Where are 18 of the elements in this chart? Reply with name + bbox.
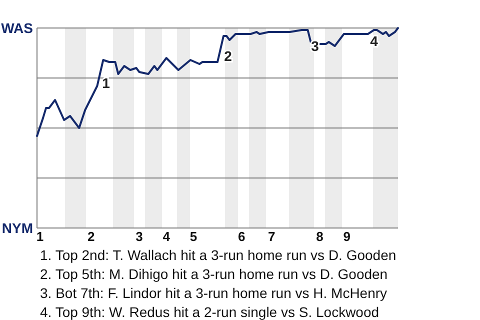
x-tick-label: 6 [238,229,246,244]
x-tick-label: 8 [316,229,324,244]
text: 4. Top 9th: W. Redus hit a 2-run single vs S. Lockwood [40,304,380,320]
x-tick-label: 9 [343,229,350,244]
ref-line-label: NYM [2,220,33,236]
ref-line-label: WAS [1,20,33,36]
annotation: 1 [102,74,110,91]
x-tick-label: 5 [190,229,198,244]
text: 2. Top 5th: M. Dihigo hit a 3-run home run vs D. Gooden [40,266,388,282]
x-tick-label: 7 [268,229,276,244]
x-tick-label: 2 [88,229,95,244]
x-tick-label: 3 [136,229,143,244]
annotation: 2 [224,48,232,64]
text: 3. Bot 7th: F. Lindor hit a 3-run home run vs H. McHenry [40,285,388,301]
annotation: 4 [370,32,378,49]
text: 1. Top 2nd: T. Wallach hit a 3-run home run vs D. Gooden [40,247,396,263]
x-tick-label: 1 [36,229,44,244]
x-tick-label: 4 [162,229,171,244]
